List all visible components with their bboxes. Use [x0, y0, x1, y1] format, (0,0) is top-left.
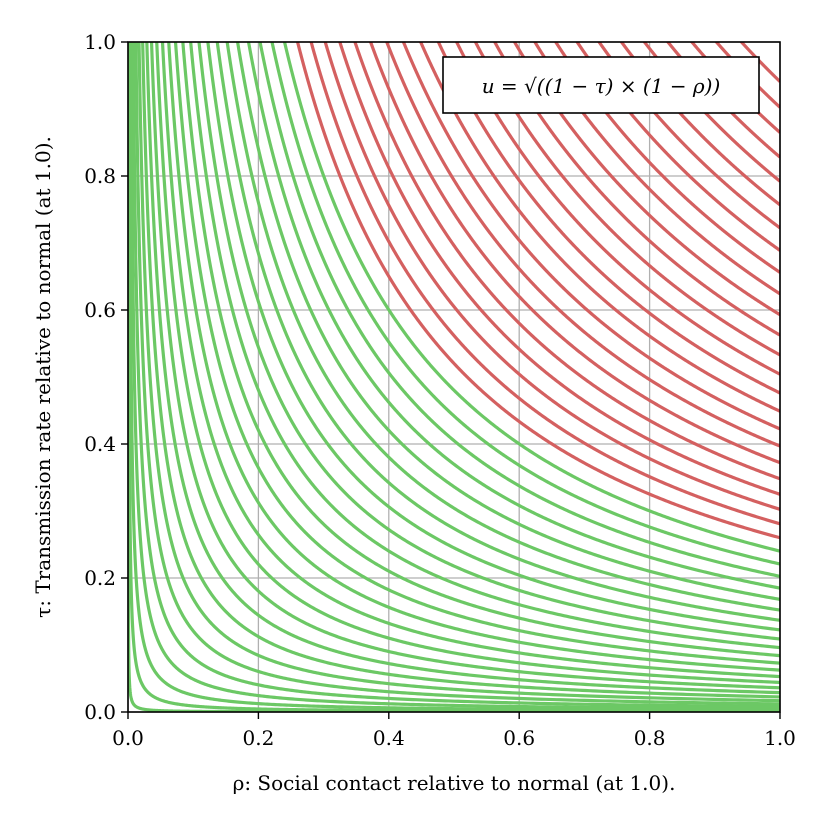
- contour-line-green: [181, 42, 780, 658]
- contour-line-green: [134, 42, 780, 706]
- contour-line-red: [368, 42, 780, 465]
- x-tick-label: 0.2: [242, 726, 274, 750]
- plot-frame: [127, 41, 781, 713]
- y-tick-label: 0.4: [84, 432, 116, 456]
- y-tick-label: 0.0: [84, 700, 116, 724]
- contour-line-green: [145, 42, 780, 695]
- x-tick-label: 1.0: [764, 726, 796, 750]
- legend-formula: u = √((1 − τ) × (1 − ρ)): [482, 74, 721, 98]
- contour-line-green: [137, 42, 780, 703]
- axis-ticks: 0.0 0.2 0.4 0.6 0.8 1.0 0.0 0.2 0.4 0.6 0.8 1.0: [84, 30, 796, 750]
- x-tick-label: 0.6: [503, 726, 535, 750]
- contour-line-green: [270, 42, 780, 566]
- contour-line-green: [189, 42, 780, 650]
- x-axis-label: ρ: Social contact relative to normal (at…: [233, 771, 676, 795]
- contour-line-green: [149, 42, 780, 690]
- contour-line-red: [401, 42, 780, 431]
- contour-line-green: [235, 42, 780, 601]
- contour-line-green: [131, 42, 780, 709]
- y-tick-label: 0.2: [84, 566, 116, 590]
- contour-line-red: [353, 42, 780, 481]
- contour-line-green: [282, 42, 780, 553]
- contour-line-red: [597, 42, 780, 230]
- y-tick-label: 0.8: [84, 164, 116, 188]
- y-tick-label: 0.6: [84, 298, 116, 322]
- contour-line-red: [553, 42, 780, 274]
- contour-line-green: [128, 42, 780, 712]
- contour-line-red: [323, 42, 780, 511]
- contour-line-red: [338, 42, 780, 496]
- contour-line-green: [155, 42, 780, 685]
- y-axis-label: τ: Transmission rate relative to normal …: [31, 136, 55, 618]
- contour-line-green: [141, 42, 780, 699]
- contour-line-green: [197, 42, 780, 641]
- legend-box: [442, 56, 760, 114]
- contour-line-green: [173, 42, 780, 665]
- contour-line-green: [215, 42, 780, 622]
- contour-line-red: [512, 42, 780, 317]
- contour-line-red: [385, 42, 780, 448]
- y-tick-label: 1.0: [84, 30, 116, 54]
- contour-line-green: [167, 42, 780, 672]
- contour-line-green: [225, 42, 780, 612]
- contour-line-red: [309, 42, 780, 526]
- x-tick-label: 0.8: [634, 726, 666, 750]
- contour-line-red: [739, 42, 780, 83]
- contour-line-green: [206, 42, 780, 632]
- x-tick-label: 0.0: [112, 726, 144, 750]
- contour-line-green: [258, 42, 780, 578]
- x-tick-label: 0.4: [373, 726, 405, 750]
- contour-line-green: [128, 42, 780, 712]
- contour-line-red: [295, 42, 780, 540]
- curves: [128, 42, 780, 712]
- contour-line-green: [129, 42, 780, 711]
- legend: u = √((1 − τ) × (1 − ρ)): [442, 56, 760, 114]
- contour-line-green: [246, 42, 780, 590]
- contour-line-red: [619, 42, 780, 207]
- contour-line-green: [160, 42, 780, 679]
